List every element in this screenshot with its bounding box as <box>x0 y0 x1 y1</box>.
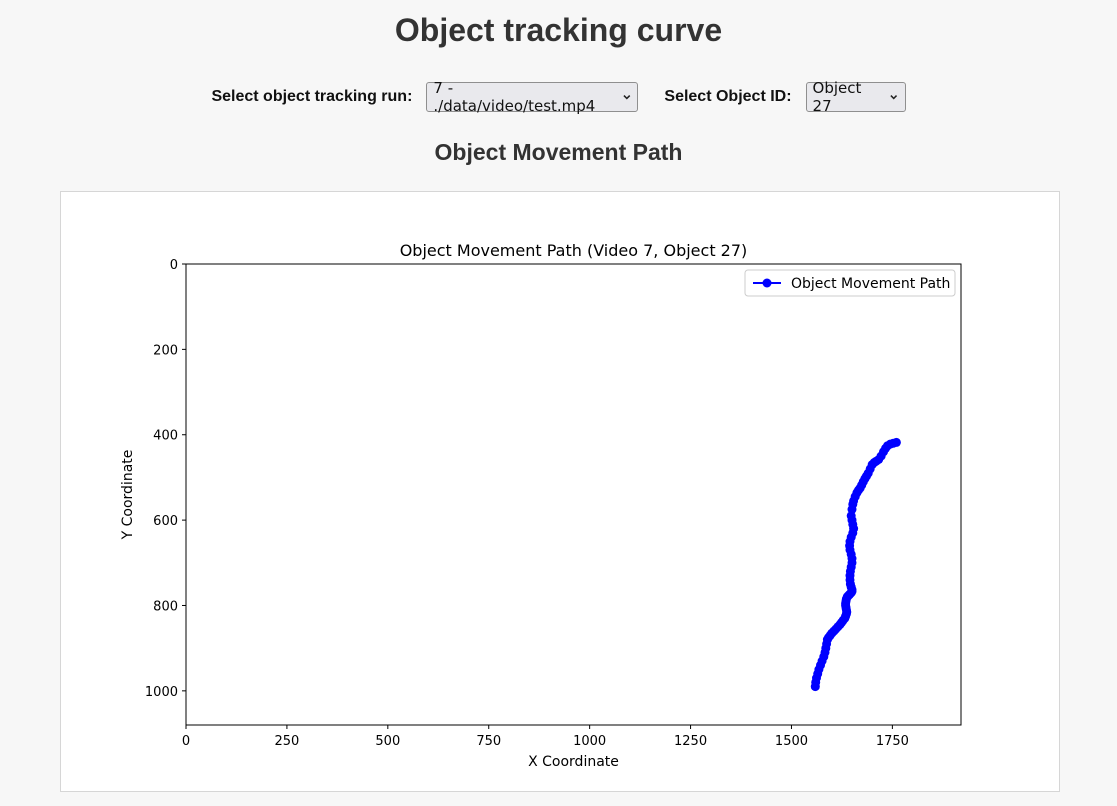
chevron-down-icon <box>890 95 898 100</box>
movement-path-chart: Object Movement Path (Video 7, Object 27… <box>120 241 962 770</box>
y-axis-label: Y Coordinate <box>120 450 136 541</box>
x-tick-label: 1500 <box>775 734 808 749</box>
chevron-down-icon <box>623 95 631 100</box>
chart-container: Object Movement Path (Video 7, Object 27… <box>60 191 1060 792</box>
x-tick-label: 750 <box>476 734 501 749</box>
x-tick-label: 250 <box>274 734 299 749</box>
y-tick-label: 0 <box>170 258 178 273</box>
y-tick-label: 400 <box>153 429 178 444</box>
x-tick-label: 1000 <box>573 734 606 749</box>
x-tick-label: 500 <box>375 734 400 749</box>
y-tick-label: 200 <box>153 343 178 358</box>
chart-title: Object Movement Path (Video 7, Object 27… <box>400 241 748 260</box>
object-select-label: Select Object ID: <box>664 88 792 105</box>
x-tick-label: 1750 <box>876 734 909 749</box>
object-select-value: Object 27 <box>812 79 862 115</box>
object-select[interactable]: Object 27 <box>805 79 906 115</box>
y-tick-label: 800 <box>153 599 178 614</box>
x-axis-label: X Coordinate <box>528 754 619 770</box>
y-tick-label: 1000 <box>145 685 178 700</box>
page-title: Object tracking curve <box>394 12 723 48</box>
legend-label: Object Movement Path <box>791 276 950 292</box>
legend-box <box>744 269 956 297</box>
y-tick-label: 600 <box>153 514 178 529</box>
run-select-value: 7 - ./data/video/test.mp4 <box>433 79 596 115</box>
run-select[interactable]: 7 - ./data/video/test.mp4 <box>426 79 639 115</box>
section-title: Object Movement Path <box>434 139 683 165</box>
data-point <box>810 682 820 692</box>
legend-marker <box>762 278 772 288</box>
run-select-label: Select object tracking run: <box>211 88 413 105</box>
x-tick-label: 1250 <box>674 734 707 749</box>
x-tick-label: 0 <box>182 734 190 749</box>
plot-frame <box>185 263 962 726</box>
controls-bar: Select object tracking run: 7 - ./data/v… <box>0 79 1117 115</box>
